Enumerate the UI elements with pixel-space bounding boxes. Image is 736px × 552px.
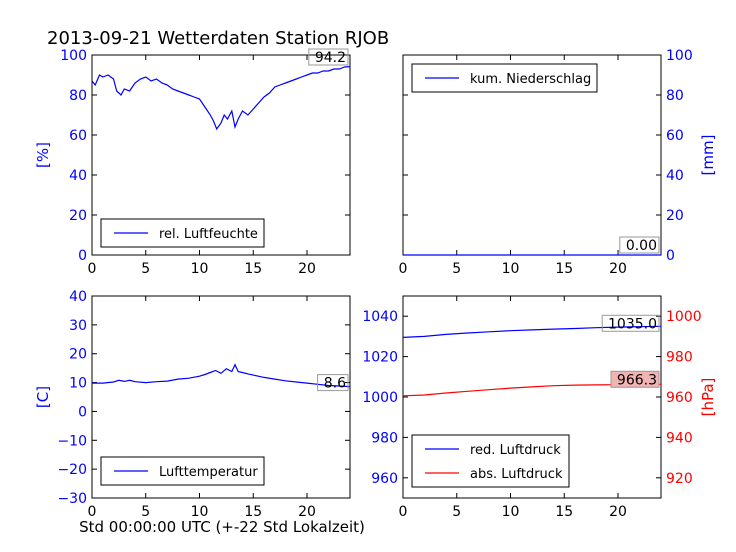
x-tick-label: 15	[555, 261, 573, 277]
value-label-box	[317, 374, 349, 392]
y-tick-label: 40	[69, 289, 87, 305]
y-tick-label: 10	[69, 376, 87, 392]
y-tick-label: 80	[69, 88, 87, 104]
x-tick-label: 10	[191, 504, 209, 520]
y-tick-label: 80	[666, 88, 684, 104]
y-tick-label: 0	[666, 248, 675, 264]
y-axis-label: [%]	[34, 142, 52, 168]
x-tick-label: 10	[191, 261, 209, 277]
x-tick-label: 0	[88, 261, 97, 277]
x-tick-label: 5	[141, 261, 150, 277]
y-tick-label: 20	[69, 347, 87, 363]
y-tick-label: 60	[69, 128, 87, 144]
value-label-box	[619, 236, 660, 254]
y-tick-label: −30	[57, 491, 87, 507]
value-label: 1035.0	[608, 316, 657, 332]
x-tick-label: 5	[452, 261, 461, 277]
value-label: 8.6	[324, 376, 346, 392]
y-tick-label: 20	[666, 208, 684, 224]
y-tick-label: 30	[69, 318, 87, 334]
x-tick-label: 20	[298, 504, 316, 520]
value-label: 0.00	[626, 238, 657, 254]
legend-label: Lufttemperatur	[159, 465, 258, 480]
x-tick-label: 10	[502, 261, 520, 277]
x-tick-label: 15	[244, 504, 262, 520]
x-tick-label: 20	[609, 261, 627, 277]
y-tick-label: 0	[78, 248, 87, 264]
y-tick-label: 60	[666, 128, 684, 144]
x-tick-label: 20	[609, 504, 627, 520]
y-tick-label: −10	[57, 433, 87, 449]
value-label-box	[610, 370, 660, 388]
y-tick-label: −20	[57, 462, 87, 478]
value-label: 94.2	[315, 50, 346, 66]
y-tick-label-left: 980	[371, 430, 398, 446]
y-tick-label: 100	[666, 48, 693, 64]
legend-label: abs. Luftdruck	[470, 467, 563, 482]
figure-title: 2013-09-21 Wetterdaten Station RJOB	[47, 28, 389, 49]
y-tick-label-right: 1000	[666, 309, 702, 325]
plot-frame	[91, 54, 351, 256]
y-tick-label-right: 920	[666, 471, 693, 487]
series-line	[92, 363, 351, 388]
y-tick-label: 0	[78, 404, 87, 420]
y-tick-label-right: 960	[666, 390, 693, 406]
legend-label: rel. Luftfeuchte	[159, 227, 258, 242]
x-tick-label: 5	[452, 504, 461, 520]
legend-label: kum. Niederschlag	[470, 72, 591, 87]
y-tick-label-left: 960	[371, 471, 398, 487]
y-tick-label-right: 980	[666, 350, 693, 366]
value-label: 966.3	[617, 372, 657, 388]
x-tick-label: 10	[502, 504, 520, 520]
y-tick-label-left: 1040	[362, 309, 398, 325]
y-axis-label: [C]	[34, 386, 52, 408]
x-tick-label: 5	[141, 504, 150, 520]
y-tick-label: 20	[69, 208, 87, 224]
value-label-box	[601, 314, 660, 332]
y-tick-label: 100	[60, 48, 87, 64]
x-tick-label: 15	[244, 261, 262, 277]
legend-box	[411, 434, 570, 488]
x-tick-label: 0	[399, 261, 408, 277]
x-tick-label: 0	[399, 504, 408, 520]
x-axis-label: Std 00:00:00 UTC (+-22 Std Lokalzeit)	[79, 518, 365, 536]
y-axis-label: [mm]	[699, 135, 717, 176]
y-axis-label: [hPa]	[699, 378, 717, 417]
series-line	[91, 66, 351, 131]
y-tick-label: 40	[69, 168, 87, 184]
y-tick-label-left: 1000	[362, 390, 398, 406]
y-tick-label-left: 1020	[362, 350, 398, 366]
legend-label: red. Luftdruck	[470, 443, 561, 458]
x-tick-label: 20	[298, 261, 316, 277]
plot-frame	[91, 295, 351, 499]
x-tick-label: 0	[88, 504, 97, 520]
series-line	[402, 325, 662, 338]
x-tick-label: 15	[555, 504, 573, 520]
y-tick-label-right: 940	[666, 430, 693, 446]
y-tick-label: 40	[666, 168, 684, 184]
value-label-box	[308, 48, 349, 66]
